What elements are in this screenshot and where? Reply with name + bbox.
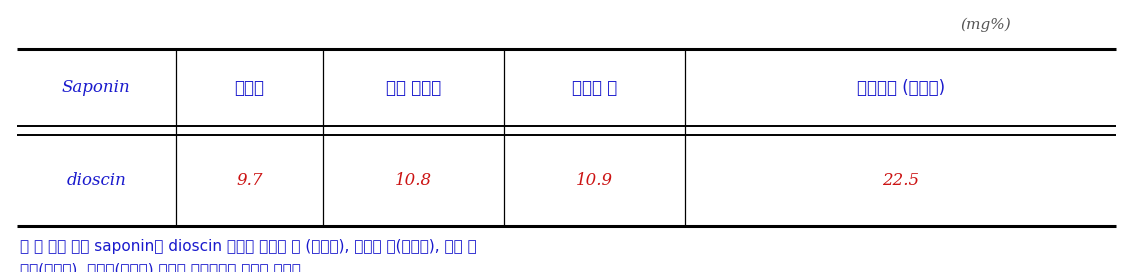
Text: (mg%): (mg%) — [961, 17, 1011, 32]
Text: dioscin: dioscin — [67, 172, 126, 189]
Text: 10.9: 10.9 — [577, 172, 613, 189]
Text: 서동마: 서동마 — [235, 79, 264, 97]
Text: 내마(재배마), 서동마(재배마) 순으로 야생마에서 함량이 높았다.: 내마(재배마), 서동마(재배마) 순으로 야생마에서 함량이 높았다. — [20, 262, 306, 272]
Text: 22.5: 22.5 — [883, 172, 919, 189]
Text: 10.8: 10.8 — [395, 172, 432, 189]
Text: － 마 함유 주요 saponin인 dioscin 함량은 강원도 마 (야생마), 금산사 마(야생마), 정읍 산: － 마 함유 주요 saponin인 dioscin 함량은 강원도 마 (야생… — [20, 239, 477, 254]
Text: 정읍 산내마: 정읍 산내마 — [386, 79, 441, 97]
Text: Saponin: Saponin — [62, 79, 130, 96]
Text: 금산사 마: 금산사 마 — [572, 79, 617, 97]
Text: 강원도마 (야생마): 강원도마 (야생마) — [857, 79, 945, 97]
Text: 9.7: 9.7 — [236, 172, 263, 189]
